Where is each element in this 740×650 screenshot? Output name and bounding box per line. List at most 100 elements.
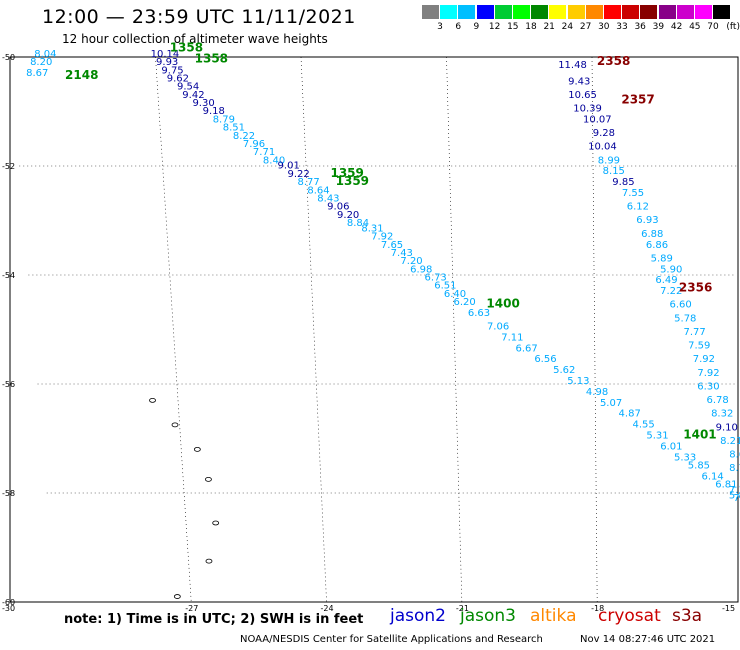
wave-height-value: 9.18 — [203, 106, 225, 117]
scale-swatch — [585, 5, 603, 19]
satellite-tracks: 10.149.939.759.629.549.429.309.188.798.5… — [26, 41, 740, 505]
wave-height-value: 5.07 — [600, 398, 622, 409]
wave-height-value: 9.06 — [327, 202, 349, 213]
scale-swatch — [622, 5, 640, 19]
wave-height-value: 8.32 — [711, 409, 733, 420]
wave-height-value: 9.93 — [156, 57, 178, 68]
wave-height-value: 7.96 — [243, 139, 265, 150]
pass-time-label: 2357 — [621, 92, 654, 106]
longitude-label: -21 — [456, 604, 469, 613]
wave-height-value: 7.65 — [381, 240, 403, 251]
wave-height-value: 6.88 — [641, 229, 663, 240]
latitude-label: -56 — [2, 380, 15, 389]
island-outline — [149, 397, 156, 403]
wave-height-value: 7.15 — [729, 485, 740, 496]
scale-label: 15 — [507, 22, 519, 32]
scale-unit: (ft) — [726, 22, 740, 32]
scale-swatch — [458, 5, 476, 19]
wave-height-value: 8.22 — [233, 131, 255, 142]
pass-time-label: 1359 — [336, 174, 369, 188]
generated-timestamp: Nov 14 08:27:46 UTC 2021 — [580, 634, 716, 645]
wave-height-value: 6.63 — [468, 308, 490, 319]
wave-height-value: 6.73 — [425, 272, 447, 283]
longitude-label: -30 — [2, 604, 15, 613]
wave-height-value: 9.85 — [612, 177, 634, 188]
wave-height-value: 8.65 — [729, 450, 740, 461]
island-outline — [212, 520, 220, 526]
wave-height-value: 6.67 — [515, 343, 537, 354]
longitude-label: -27 — [185, 604, 198, 613]
wave-height-value: 10.65 — [568, 90, 597, 101]
scale-swatch — [676, 5, 694, 19]
wave-height-value: 9.30 — [192, 98, 214, 109]
wave-height-value: 7.71 — [253, 147, 275, 158]
scale-swatch — [476, 5, 494, 19]
wave-height-value: 9.43 — [568, 76, 590, 87]
map-frame — [9, 56, 739, 603]
wave-height-value: 7.11 — [501, 332, 523, 343]
meridian-line — [446, 56, 463, 603]
longitude-label: -15 — [722, 604, 735, 613]
latitude-label: -52 — [2, 162, 15, 171]
map-title: 12:00 — 23:59 UTC 11/11/2021 — [42, 6, 356, 28]
wave-height-value: 6.01 — [660, 441, 682, 452]
wave-height-value: 6.98 — [410, 264, 432, 275]
wave-height-value: 8.04 — [34, 49, 56, 60]
meridian-line — [300, 56, 327, 603]
wave-height-value: 8.79 — [213, 114, 235, 125]
wave-height-value: 8.64 — [307, 185, 329, 196]
wave-height-value: 6.56 — [534, 354, 556, 365]
scale-swatch — [567, 5, 585, 19]
legend-jason2: jason2 — [390, 606, 446, 626]
scale-label: 9 — [473, 22, 480, 32]
scale-label: 12 — [488, 22, 501, 32]
pass-time-label: 2356 — [679, 280, 712, 294]
wave-height-value: 6.30 — [697, 381, 719, 392]
wave-height-value: 6.93 — [636, 215, 658, 226]
wave-height-value: 7.06 — [487, 322, 509, 333]
wave-height-value: 4.55 — [632, 420, 654, 431]
scale-swatch — [531, 5, 549, 19]
wave-height-value: 8.67 — [26, 68, 48, 79]
scale-label: 39 — [652, 22, 665, 32]
pass-time-label: 1358 — [170, 41, 203, 55]
scale-swatch — [713, 5, 731, 19]
wave-height-value: 6.81 — [715, 480, 737, 491]
graticule — [19, 56, 737, 603]
wave-height-value: 8.77 — [297, 177, 319, 188]
wave-height-value: 7.77 — [684, 327, 706, 338]
islands — [149, 397, 220, 599]
scale-swatch — [604, 5, 621, 19]
wave-height-value: 8.99 — [598, 155, 620, 166]
scale-label: 33 — [616, 22, 628, 32]
wave-height-value: 8.70 — [729, 463, 740, 474]
wave-height-value: 8.20 — [30, 57, 52, 68]
wave-height-value: 8.51 — [223, 123, 245, 134]
scale-label: 42 — [670, 22, 683, 32]
wave-height-value: 5.13 — [567, 376, 589, 387]
legend-jason3: jason3 — [460, 606, 516, 626]
meridian-line — [155, 56, 192, 603]
wave-height-value: 9.22 — [288, 169, 310, 180]
scale-label: 3 — [437, 22, 443, 32]
legend-cryosat: cryosat — [598, 606, 661, 626]
scale-label: 18 — [525, 22, 537, 32]
pass-time-label: 1401 — [683, 428, 716, 442]
wave-height-value: 5.85 — [688, 460, 710, 471]
pass-time-label: 1358 — [195, 51, 228, 65]
wave-height-value: 4.87 — [619, 409, 641, 420]
wave-height-value: 7.55 — [622, 188, 644, 199]
wave-height-value: 8.84 — [347, 218, 369, 229]
wave-height-value: 6.20 — [453, 297, 475, 308]
wave-height-value: 9.62 — [167, 74, 189, 85]
latitude-label: -54 — [2, 271, 15, 280]
scale-label: 30 — [598, 22, 610, 32]
longitude-label: -18 — [591, 604, 604, 613]
island-outline — [171, 422, 179, 428]
wave-height-value: 6.40 — [444, 289, 466, 300]
latitude-label: -60 — [2, 598, 15, 607]
wave-height-value: 6.60 — [669, 300, 691, 311]
wave-height-value: 8.21 — [720, 436, 740, 447]
wave-height-value: 5.89 — [651, 253, 673, 264]
legend-s3a: s3a — [672, 606, 703, 626]
